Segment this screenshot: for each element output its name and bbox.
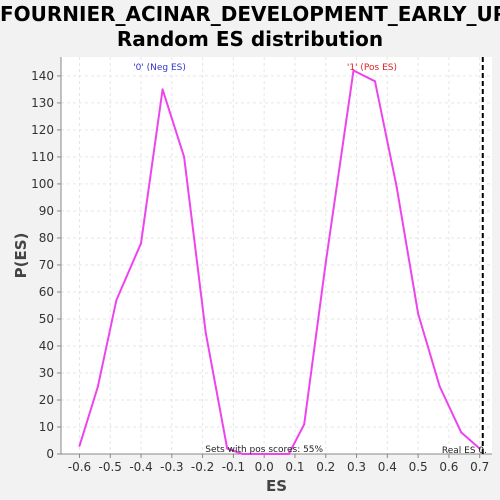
x-tick-label-0: -0.6	[68, 460, 91, 474]
x-tick-label-6: 0.0	[255, 460, 274, 474]
data-point-11	[303, 423, 305, 425]
x-tick-label-2: -0.4	[129, 460, 152, 474]
x-tick-label-13: 0.7	[470, 460, 489, 474]
y-tick-label-6: 60	[39, 285, 54, 299]
y-tick-label-8: 80	[39, 231, 54, 245]
y-tick-label-1: 10	[39, 420, 54, 434]
data-point-1	[97, 385, 99, 387]
y-tick-label-12: 120	[31, 123, 54, 137]
y-tick-label-2: 20	[39, 393, 54, 407]
data-point-12	[325, 261, 327, 263]
y-tick-label-10: 100	[31, 177, 54, 191]
y-tick-label-13: 130	[31, 96, 54, 110]
data-point-14	[374, 80, 376, 82]
data-point-6	[205, 331, 207, 333]
y-tick-label-11: 110	[31, 150, 54, 164]
x-tick-label-11: 0.5	[409, 460, 428, 474]
y-tick-label-14: 140	[31, 69, 54, 83]
pos-es-label: '1' (Pos ES)	[347, 63, 397, 73]
data-point-18	[460, 431, 462, 433]
x-tick-label-7: 0.1	[285, 460, 304, 474]
data-point-17	[439, 385, 441, 387]
data-point-5	[183, 156, 185, 158]
x-tick-label-8: 0.2	[316, 460, 335, 474]
real-es-label: Real ES 0.	[442, 446, 487, 456]
data-point-3	[140, 242, 142, 244]
plot-area	[61, 57, 492, 454]
y-tick-label-0: 0	[46, 447, 54, 461]
y-tick-label-5: 50	[39, 312, 54, 326]
x-tick-label-1: -0.5	[99, 460, 122, 474]
x-tick-label-4: -0.2	[191, 460, 214, 474]
pos-scores-label: Sets with pos scores: 55%	[205, 445, 323, 455]
y-ticks: 0 10 20 30 40 50 60 70 80 90 100 110 120 130 140	[31, 69, 61, 461]
data-point-0	[78, 445, 80, 447]
neg-es-label: '0' (Neg ES)	[133, 63, 186, 73]
data-point-16	[417, 313, 419, 315]
x-tick-label-9: 0.3	[347, 460, 366, 474]
data-point-4	[162, 88, 164, 90]
y-tick-label-3: 30	[39, 366, 54, 380]
y-tick-label-4: 40	[39, 339, 54, 353]
x-tick-label-5: -0.1	[222, 460, 245, 474]
x-tick-label-12: 0.6	[439, 460, 458, 474]
y-axis-label: P(ES)	[12, 233, 30, 279]
data-point-15	[396, 186, 398, 188]
y-tick-label-9: 90	[39, 204, 54, 218]
x-tick-label-3: -0.3	[160, 460, 183, 474]
data-point-2	[115, 299, 117, 301]
x-ticks: -0.6 -0.5 -0.4 -0.3 -0.2 -0.1 0.0 0.1 0.2 0.3 0.4 0…	[68, 454, 489, 474]
x-tick-label-10: 0.4	[378, 460, 397, 474]
x-axis-label: ES	[266, 477, 287, 495]
y-tick-label-7: 70	[39, 258, 54, 272]
